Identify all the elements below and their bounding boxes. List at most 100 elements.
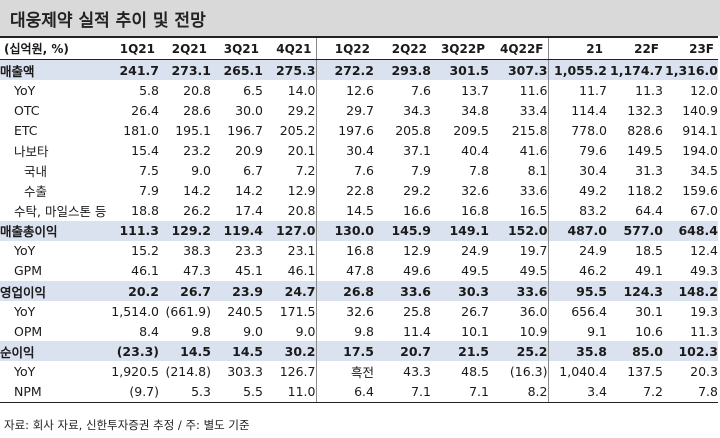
- table-cell: 47.3: [183, 263, 211, 279]
- table-cell: 152.0: [489, 220, 549, 241]
- row-label: GPM: [14, 263, 43, 279]
- table-cell: 119.4: [211, 220, 263, 241]
- source-note: 자료: 회사 자료, 신한투자증권 추정 / 주: 별도 기준: [4, 418, 250, 432]
- table-cell: 11.0: [263, 381, 317, 403]
- table-cell: 26.7: [159, 281, 211, 302]
- table-cell: 487.0: [548, 220, 607, 241]
- table-cell: 126.7: [263, 361, 317, 382]
- row-label: 매출총이익: [0, 220, 107, 241]
- table-cell: 46.2: [579, 263, 607, 279]
- header-period: 1Q21: [107, 36, 159, 60]
- row-label: YoY: [14, 82, 36, 98]
- header-period: 23F: [663, 36, 718, 60]
- table-cell: 10.6: [635, 323, 663, 339]
- table-cell: 49.2: [579, 183, 607, 199]
- table-cell: 7.1: [374, 381, 431, 403]
- table-cell: 828.6: [627, 122, 663, 138]
- table-cell: 15.2: [131, 243, 159, 259]
- row-label: OPM: [14, 323, 43, 339]
- table-cell: 127.0: [263, 220, 317, 241]
- table-cell: 19.3: [690, 303, 718, 319]
- financial-table: (십억원, %) 1Q21 2Q21 3Q21 4Q21 1Q22 2Q22 3Q22P 4Q2…: [0, 36, 718, 403]
- table-cell: 648.4: [663, 220, 718, 241]
- table-cell: 18.5: [635, 243, 663, 259]
- table-cell: 17.5: [316, 341, 374, 362]
- table-cell: 36.0: [489, 301, 549, 322]
- table-cell: 30.1: [635, 303, 663, 319]
- table-cell: 15.4: [131, 142, 159, 158]
- table-cell: 23.2: [183, 142, 211, 158]
- table-cell: 577.0: [607, 220, 663, 241]
- table-cell: 307.3: [489, 59, 549, 81]
- table-cell: 1,316.0: [663, 59, 718, 81]
- table-cell: 20.2: [107, 281, 159, 302]
- table-cell: 7.2: [607, 381, 663, 403]
- table-cell: 21.5: [431, 341, 489, 362]
- table-cell: 83.2: [579, 203, 607, 219]
- table-cell: 32.6: [346, 303, 374, 319]
- table-cell: 40.4: [461, 142, 489, 158]
- table-cell: 17.4: [235, 203, 263, 219]
- table-cell: 272.2: [316, 59, 374, 81]
- table-row: OTC 26.4 28.6 30.0 29.2 29.7 34.3 34.8 33.4 114.4…: [0, 100, 718, 121]
- table-cell: 20.7: [374, 341, 431, 362]
- table-cell: 26.2: [183, 203, 211, 219]
- table-cell: 64.4: [635, 203, 663, 219]
- table-cell: 149.5: [627, 142, 663, 158]
- table-cell: 49.5: [461, 263, 489, 279]
- table-cell: (23.3): [107, 341, 159, 362]
- table-cell: 33.6: [489, 180, 549, 201]
- table-cell: 11.3: [690, 323, 718, 339]
- table-cell: 7.2: [263, 160, 317, 181]
- table-cell: 265.1: [211, 59, 263, 81]
- table-cell: 31.3: [635, 163, 663, 179]
- table-cell: 11.3: [635, 82, 663, 98]
- table-cell: 11.4: [403, 323, 431, 339]
- table-cell: 7.6: [354, 163, 374, 179]
- table-cell: 8.2: [489, 381, 549, 403]
- table-row: NPM (9.7) 5.3 5.5 11.0 6.4 7.1 7.1 8.2 3.4 7.2 7.8: [0, 381, 718, 403]
- table-cell: 7.1: [431, 381, 489, 403]
- header-period: 3Q21: [211, 36, 263, 60]
- table-row: 국내 7.5 9.0 6.7 7.2 7.6 7.9 7.8 8.1 30.4 31.3 34.5: [0, 160, 718, 181]
- table-cell: 12.4: [690, 243, 718, 259]
- table-cell: 41.6: [489, 140, 549, 161]
- table-cell: 240.5: [227, 303, 263, 319]
- header-period: 1Q22: [316, 36, 374, 60]
- table-cell: 22.8: [346, 183, 374, 199]
- table-cell: 29.7: [346, 102, 374, 118]
- table-cell: 273.1: [159, 59, 211, 81]
- table-title: 대웅제약 실적 추이 및 전망: [0, 0, 720, 36]
- table-cell: 34.3: [403, 102, 431, 118]
- table-cell: 1,174.7: [607, 59, 663, 81]
- table-cell: 7.8: [663, 381, 718, 403]
- table-cell: 20.3: [690, 363, 718, 379]
- table-body: 매출액 241.7 273.1 265.1 275.3 272.2 293.8 301.5 30…: [0, 59, 718, 403]
- table-cell: 79.6: [579, 142, 607, 158]
- table-header-row: (십억원, %) 1Q21 2Q21 3Q21 4Q21 1Q22 2Q22 3Q22P 4Q2…: [0, 36, 718, 60]
- table-row: 순이익 (23.3) 14.5 14.5 30.2 17.5 20.7 21.5 25.2 35.…: [0, 341, 718, 362]
- table-cell: 12.6: [346, 82, 374, 98]
- table-cell: 67.0: [690, 203, 718, 219]
- row-label: 수출: [24, 184, 48, 200]
- table-cell: 흑전: [350, 364, 374, 380]
- table-cell: 12.0: [690, 82, 718, 98]
- table-row: 수출 7.9 14.2 14.2 12.9 22.8 29.2 32.6 33.6 49.2 118…: [0, 180, 718, 201]
- table-cell: 34.5: [690, 163, 718, 179]
- table-cell: 33.6: [374, 281, 431, 302]
- table-cell: 303.3: [227, 363, 263, 379]
- table-cell: 16.8: [346, 243, 374, 259]
- table-cell: 16.8: [461, 203, 489, 219]
- table-cell: 1,920.5: [111, 363, 159, 379]
- row-label: 국내: [24, 164, 48, 180]
- header-period: 4Q22F: [489, 36, 549, 60]
- table-cell: 124.3: [607, 281, 663, 302]
- table-cell: 149.1: [431, 220, 489, 241]
- table-cell: 13.7: [461, 82, 489, 98]
- table-cell: 8.1: [489, 160, 549, 181]
- table-cell: 26.4: [131, 102, 159, 118]
- table-cell: 5.5: [211, 381, 263, 403]
- table-cell: 914.1: [682, 122, 718, 138]
- table-cell: (661.9): [165, 303, 211, 319]
